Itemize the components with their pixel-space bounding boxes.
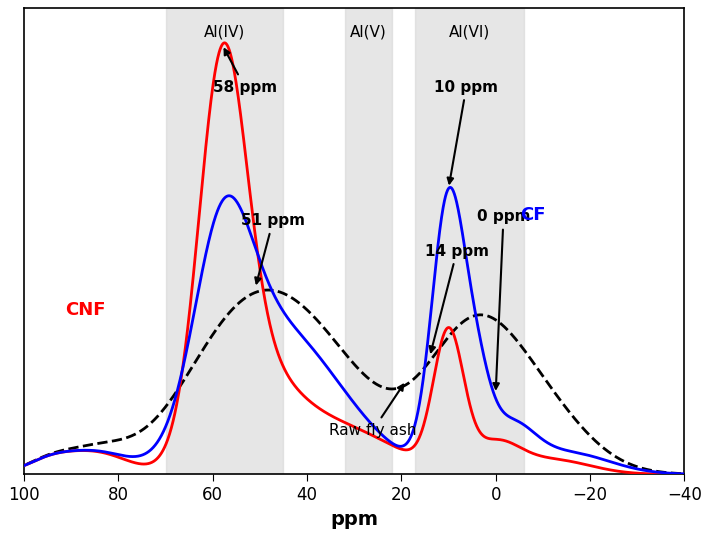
Text: Raw fly ash: Raw fly ash <box>329 384 417 438</box>
Bar <box>165 9 283 474</box>
Text: CF: CF <box>520 206 546 224</box>
Text: 14 ppm: 14 ppm <box>425 244 489 352</box>
Text: 51 ppm: 51 ppm <box>241 213 305 284</box>
Bar <box>345 9 392 474</box>
Text: Al(VI): Al(VI) <box>449 25 491 40</box>
Text: CNF: CNF <box>65 301 106 320</box>
Text: 0 ppm: 0 ppm <box>477 209 530 389</box>
X-axis label: ppm: ppm <box>330 510 378 528</box>
Text: Al(V): Al(V) <box>350 25 387 40</box>
Bar <box>415 9 524 474</box>
Text: 58 ppm: 58 ppm <box>213 49 277 95</box>
Text: Al(IV): Al(IV) <box>204 25 245 40</box>
Text: 10 ppm: 10 ppm <box>435 79 498 184</box>
